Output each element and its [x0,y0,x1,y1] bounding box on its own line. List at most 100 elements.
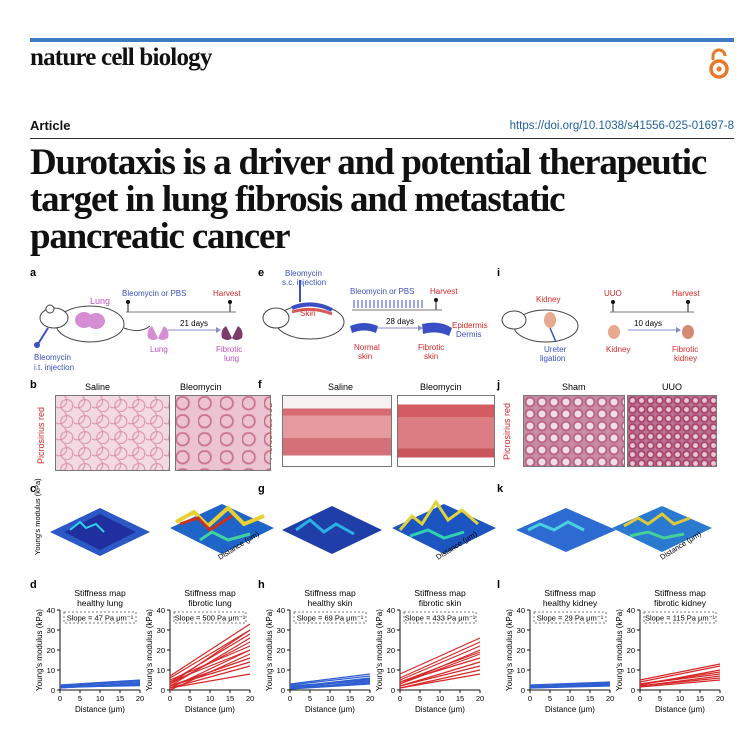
slope-box [63,611,137,624]
y-tick-label: 10 [277,666,285,675]
fit-line [399,653,481,685]
ligation-label: Ureter ligation [540,345,567,363]
y-tick-label: 30 [277,626,285,635]
doi-link[interactable]: https://doi.org/10.1038/s41556-025-01697… [509,120,734,132]
x-axis-label: Distance (μm) [545,705,595,714]
y-axis-label: Young's modulus (kPa) [375,609,384,691]
skin-end-label: Fibrotic skin [418,343,444,361]
y-tick-label: 20 [157,646,165,655]
histo-title-uuo: UUO [662,382,682,392]
slope-annotation: Slope = 500 Pa μm⁻¹ [175,614,246,623]
fit-line [59,683,141,687]
chart-title-line2: fibrotic skin [419,598,462,608]
injection-ticks [353,300,423,308]
header-rule [30,138,734,139]
injection-label-a: Bleomycin i.t. injection [34,353,74,372]
y-axis-label: Young's modulus (kPa) [145,609,154,691]
lung-label: Lung [90,296,110,306]
y-tick-label: 10 [47,666,55,675]
article-title: Durotaxis is a driver and potential ther… [30,142,707,257]
x-tick-label: 5 [188,694,192,703]
surface-map-uuo-kidney [612,506,712,552]
y-tick-label: 10 [387,666,395,675]
y-tick-label: 0 [161,686,165,695]
duration-a: 21 days [180,319,208,328]
fit-line [289,675,371,686]
histo-title-bleo-skin: Bleomycin [420,382,462,392]
open-access-icon[interactable] [706,48,732,80]
lung-end-label: Fibrotic lung [216,345,242,363]
x-tick-label: 0 [398,694,402,703]
panel-label-g: g [258,483,265,495]
fit-line [399,641,481,679]
stain-label-lung: Picrosirius red [36,407,46,464]
fit-line [289,680,371,687]
fit-line [399,651,481,683]
fit-line [529,681,611,686]
y-tick-label: 40 [157,606,165,615]
injection-label-e: Bleomycin s.c. injection [282,269,326,287]
slope-box [293,611,367,624]
y-tick-label: 40 [517,606,525,615]
fit-line [169,673,251,689]
x-tick-label: 20 [246,694,254,703]
x-axis-label: Distance (μm) [655,705,705,714]
histology-sham-kidney [523,395,625,467]
stain-label-kidney: Picrosirius red [502,403,512,460]
x-tick-label: 0 [288,694,292,703]
x-tick-label: 5 [78,694,82,703]
dermis-label: Dermis [456,330,481,339]
x-tick-label: 10 [566,694,574,703]
y-tick-label: 0 [391,686,395,695]
x-tick-label: 20 [476,694,484,703]
x-tick-label: 5 [308,694,312,703]
kidney-end-label: Fibrotic kidney [672,345,698,363]
y-tick-label: 20 [627,646,635,655]
chart-title-line2: healthy kidney [543,598,598,608]
x-axis-label: Distance (μm) [75,705,125,714]
surface-map-bleo-lung [170,504,274,554]
fit-line [639,679,721,688]
y-tick-label: 10 [627,666,635,675]
chart-title-line2: fibrotic kidney [654,598,707,608]
y-tick-label: 40 [387,606,395,615]
y-tick-label: 40 [47,606,55,615]
y-tick-label: 0 [521,686,525,695]
y-tick-label: 40 [277,606,285,615]
mouse-skin-schematic [262,280,345,340]
x-tick-label: 20 [716,694,724,703]
histology-saline-lung [55,395,170,471]
journal-name[interactable]: nature cell biology [30,44,212,71]
mouse-kidney-schematic [501,309,579,343]
x-tick-label: 0 [528,694,532,703]
y-tick-label: 40 [627,606,635,615]
panel-label-a: a [30,267,37,279]
fit-line [639,675,721,687]
histo-title-sham: Sham [562,382,586,392]
surface-map-saline-skin [282,506,382,554]
x-tick-label: 15 [696,694,704,703]
x-tick-label: 15 [456,694,464,703]
duration-i: 10 days [634,319,662,328]
x-axis-label: Distance (μm) [305,705,355,714]
x-tick-label: 15 [586,694,594,703]
y-axis-label: Young's modulus (kPa) [505,609,514,691]
chart-title-line2: healthy skin [308,598,353,608]
harvest-label-e: Harvest [430,287,458,296]
fit-line [169,649,251,683]
x-tick-label: 20 [136,694,144,703]
x-tick-label: 5 [548,694,552,703]
fit-line [169,623,251,677]
fit-line [399,665,481,687]
x-tick-label: 20 [366,694,374,703]
histo-title-saline-skin: Saline [328,382,353,392]
fit-line [399,669,481,689]
x-tick-label: 10 [436,694,444,703]
fit-line [639,671,721,685]
fit-line [59,680,141,687]
chart-title-line2: healthy lung [77,598,123,608]
x-axis-label: Distance (μm) [185,705,235,714]
y-tick-label: 10 [517,666,525,675]
figure-1: a e i b f j c g k d h l Lung Bleomycin i.… [30,267,724,714]
chart-title-line1: Stiffness map [414,588,466,598]
